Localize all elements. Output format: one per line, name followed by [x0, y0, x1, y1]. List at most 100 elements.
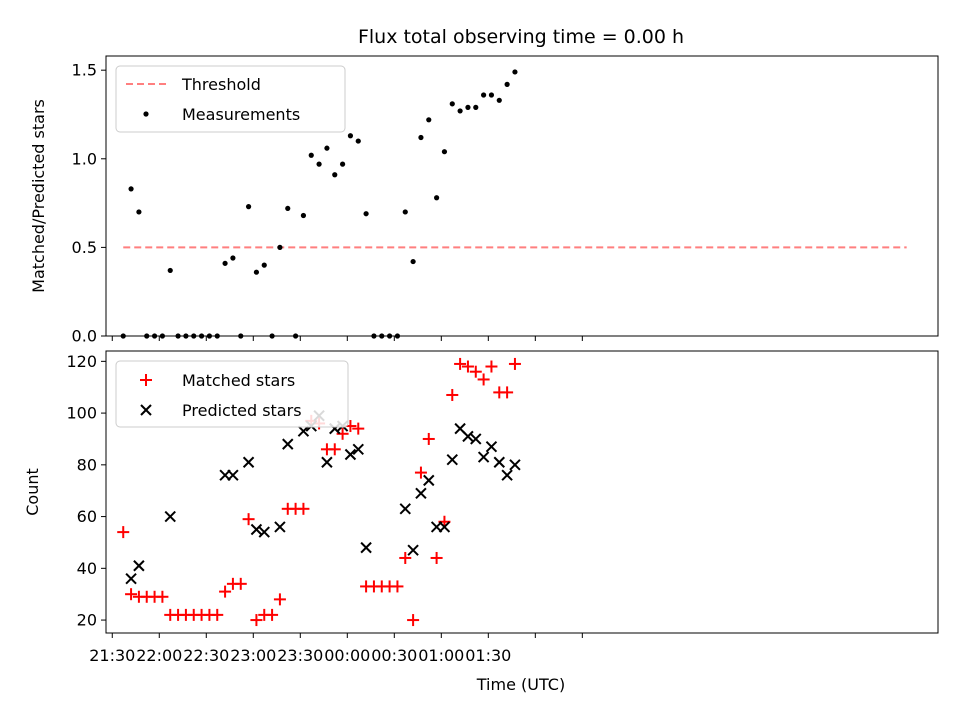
predicted-stars-point — [407, 544, 419, 556]
predicted-stars-point — [274, 521, 286, 533]
legend-measurements-label: Measurements — [182, 105, 300, 124]
bottom-y-tick-label: 120 — [66, 352, 97, 371]
x-tick-label: 00:30 — [371, 646, 417, 665]
predicted-stars-point — [493, 456, 505, 468]
measurements-point — [144, 333, 150, 339]
measurements-point — [300, 212, 307, 219]
measurements-point — [473, 104, 479, 110]
top-y-tick-label: 0.5 — [72, 238, 97, 257]
matched-stars-point — [446, 388, 459, 401]
matched-stars-point — [156, 590, 169, 603]
measurements-point — [285, 205, 291, 212]
measurements-point — [136, 209, 142, 215]
matched-stars-point — [250, 614, 263, 627]
measurements-point — [504, 81, 510, 87]
matched-stars-point — [125, 588, 138, 601]
measurements-point — [128, 186, 134, 192]
measurements-point — [355, 138, 361, 144]
measurements-point — [488, 92, 495, 98]
measurements-point — [214, 333, 220, 339]
matched-stars-point — [352, 422, 365, 435]
x-tick-label: 01:30 — [465, 646, 511, 665]
top-y-tick-label: 0.0 — [72, 327, 97, 346]
matched-stars-point — [501, 386, 514, 399]
measurements-point — [198, 333, 205, 339]
measurements-point — [426, 117, 432, 123]
matched-stars-point — [422, 432, 435, 445]
legend-predicted-swatch — [140, 404, 152, 416]
top-y-tick-label: 1.0 — [72, 149, 97, 168]
matched-stars-point — [407, 614, 420, 627]
top-axes-ticks: 0.0 0.5 1.0 1.5 — [72, 61, 583, 346]
measurements-point — [261, 262, 267, 268]
measurements-point — [222, 260, 228, 266]
x-tick-label: 22:30 — [183, 646, 229, 665]
legend-predicted-label: Predicted stars — [182, 401, 302, 420]
bottom-y-tick-label: 80 — [77, 455, 97, 474]
measurements-point — [363, 211, 369, 217]
predicted-stars-point — [438, 521, 451, 533]
chart-title: Flux total observing time = 0.00 h — [358, 26, 684, 48]
top-legend-box — [115, 65, 346, 133]
predicted-stars-point — [501, 469, 513, 481]
measurements-point — [269, 333, 275, 339]
measurements-point — [308, 152, 314, 158]
legend-matched-swatch — [140, 374, 152, 386]
bottom-y-tick-label: 60 — [77, 507, 97, 526]
measurements-point — [379, 333, 385, 339]
predicted-stars-point — [321, 456, 333, 468]
predicted-stars-point — [415, 487, 427, 500]
predicted-stars-point — [477, 451, 490, 463]
predicted-stars-point — [423, 474, 435, 487]
predicted-stars-point — [227, 469, 239, 481]
measurements-point — [183, 333, 189, 339]
matched-stars-point — [414, 466, 427, 479]
matched-stars-point — [399, 551, 412, 564]
top-y-tick-label: 1.5 — [72, 61, 97, 80]
predicted-stars-point — [360, 541, 372, 554]
predicted-stars-point — [462, 430, 474, 443]
matched-stars-point — [391, 580, 404, 593]
predicted-stars-point — [399, 503, 411, 515]
predicted-stars-point — [242, 456, 255, 468]
measurements-point — [316, 161, 322, 167]
measurements-point — [292, 333, 299, 339]
measurements-point — [324, 145, 330, 151]
predicted-stars-point — [164, 510, 176, 523]
matched-stars-point — [219, 585, 232, 598]
predicted-stars-point — [258, 526, 270, 538]
measurements-point — [418, 134, 424, 141]
measurements-point — [465, 104, 471, 110]
matched-stars-point — [430, 551, 443, 564]
x-tick-label: 01:00 — [418, 646, 464, 665]
top-plot-area — [120, 69, 907, 339]
top-y-axis-label: Matched/Predicted stars — [29, 99, 48, 293]
measurements-point — [394, 333, 401, 339]
matched-stars-point — [117, 526, 130, 539]
measurements-point — [159, 333, 166, 339]
measurements-point — [191, 333, 197, 339]
measurements-point — [449, 101, 455, 107]
predicted-stars-point — [509, 459, 521, 471]
matched-stars-point — [234, 577, 247, 590]
top-axes-frame — [105, 55, 939, 337]
measurements-point — [277, 244, 283, 250]
measurements-point — [410, 258, 416, 265]
x-tick-label: 22:00 — [136, 646, 182, 665]
measurements-point — [151, 333, 158, 339]
matched-stars-point — [469, 365, 482, 378]
measurements-point — [441, 149, 448, 155]
bottom-y-axis-label: Count — [23, 468, 42, 516]
matched-stars-point — [328, 443, 341, 456]
matched-stars-point — [454, 357, 467, 370]
measurements-point — [434, 195, 440, 201]
predicted-stars-point — [125, 572, 137, 585]
matched-stars-point — [211, 608, 224, 621]
predicted-stars-point — [485, 441, 498, 453]
matched-stars-point — [273, 593, 286, 606]
measurements-point — [238, 333, 244, 339]
predicted-stars-point — [352, 443, 364, 456]
bottom-legend-box — [115, 360, 349, 428]
